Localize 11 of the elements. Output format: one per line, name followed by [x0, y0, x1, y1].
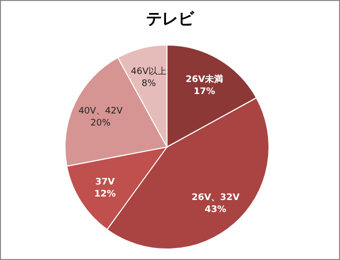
data-label: 20%: [90, 118, 111, 129]
chart-title: テレビ: [146, 9, 195, 28]
slice-label: 40V、42V: [78, 106, 124, 117]
slice-label: 37V: [95, 177, 115, 188]
data-label: 17%: [194, 86, 216, 97]
slice-label: 26V未満: [186, 74, 224, 85]
data-label: 43%: [204, 205, 226, 216]
data-label: 8%: [142, 78, 156, 89]
slice-label: 26V、32V: [192, 193, 240, 204]
data-label: 12%: [94, 189, 116, 200]
slice-label: 46V以上: [130, 66, 167, 77]
